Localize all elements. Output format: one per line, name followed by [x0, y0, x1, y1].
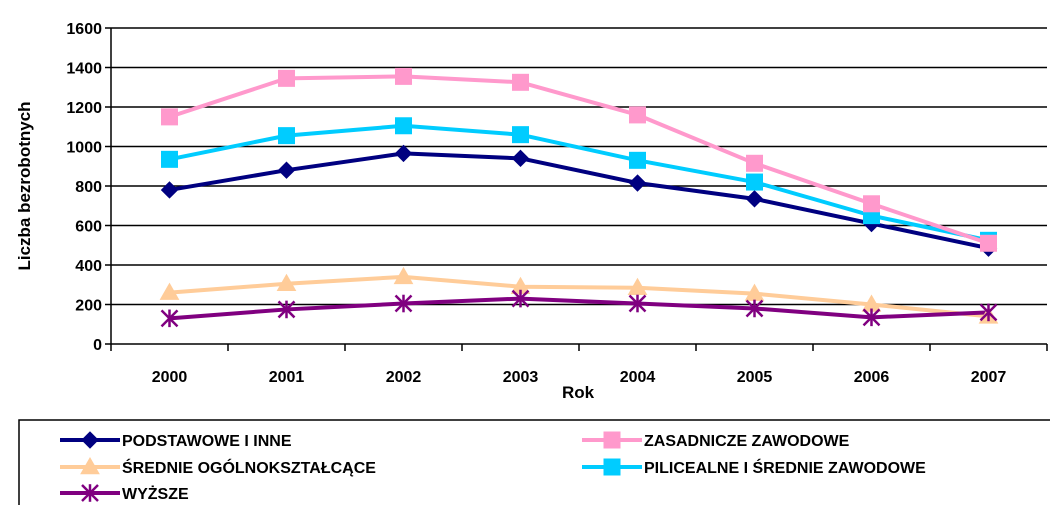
- data-point-1-3: [512, 73, 529, 91]
- data-point-1-0: [161, 108, 178, 126]
- data-point-0-0: [160, 181, 179, 199]
- x-tick-label-2001: 2001: [269, 369, 305, 386]
- data-point-2-0: [159, 282, 180, 300]
- data-point-2-2: [393, 266, 414, 285]
- y-tick-label: 0: [93, 337, 102, 354]
- legend-label: PODSTAWOWE I INNE: [122, 433, 292, 450]
- data-point-1-1: [278, 69, 295, 87]
- gridlines: [111, 27, 1047, 306]
- series-line-4: [169, 296, 989, 321]
- legend-label: ZASADNICZE ZAWODOWE: [644, 433, 850, 450]
- data-point-3-2: [395, 117, 412, 135]
- series-line-0: [169, 151, 989, 251]
- y-tick-labels: 0 200 400 600 800 1000 1200 1400 1600: [66, 21, 102, 354]
- series-line-1: [168, 74, 990, 246]
- y-tick-label: 400: [75, 258, 102, 275]
- x-tick-label-2002: 2002: [386, 369, 422, 386]
- series-line-3: [169, 123, 989, 243]
- x-tick-label-2000: 2000: [152, 369, 188, 386]
- data-point-3-3: [512, 126, 529, 144]
- x-tick-label-2003: 2003: [503, 369, 539, 386]
- legend-item-4: WYŻSZE: [60, 484, 189, 503]
- y-tick-label: 800: [75, 179, 102, 196]
- data-point-1-7: [980, 234, 997, 252]
- x-tick-label-2006: 2006: [854, 369, 890, 386]
- data-point-3-1: [278, 127, 295, 145]
- data-point-4-3: [511, 289, 530, 308]
- data-point-1-4: [629, 106, 646, 124]
- legend-item-3: PILICEALNE I ŚREDNIE ZAWODOWE: [582, 458, 926, 477]
- legend-box: [18, 419, 1050, 505]
- data-point-0-1: [277, 161, 296, 179]
- legend-swatch-marker: [81, 484, 99, 502]
- data-point-1-2: [395, 67, 412, 85]
- data-point-3-0: [161, 150, 178, 168]
- data-point-2-1: [276, 273, 297, 292]
- legend-swatch-marker: [80, 456, 100, 475]
- data-point-4-2: [394, 294, 413, 313]
- x-tick-label-2004: 2004: [620, 369, 656, 386]
- legend-label: ŚREDNIE OGÓLNOKSZTAŁCĄCE: [122, 458, 376, 477]
- x-tick-labels: 2000 2001 2002 2003 2004 2005 2006 2007: [152, 369, 1007, 386]
- data-point-1-5: [746, 154, 763, 172]
- legend-swatch-marker: [81, 431, 99, 449]
- series-lines: [159, 67, 999, 328]
- data-point-4-7: [979, 303, 998, 322]
- y-tick-label: 200: [75, 298, 102, 315]
- y-tick-label: 600: [75, 219, 102, 236]
- legend-label: WYŻSZE: [122, 485, 189, 503]
- data-point-1-6: [863, 195, 880, 213]
- data-point-4-4: [628, 294, 647, 313]
- y-axis-title: Liczba bezrobotnych: [15, 101, 34, 270]
- data-point-4-0: [160, 309, 179, 328]
- y-tick-label: 1000: [66, 140, 102, 157]
- data-point-3-4: [629, 151, 646, 169]
- axes: [105, 27, 1048, 351]
- legend: PODSTAWOWE I INNE ZASADNICZE ZAWODOWE ŚRED…: [18, 419, 1050, 505]
- x-tick-label-2005: 2005: [737, 369, 773, 386]
- legend-swatch-marker: [603, 458, 621, 476]
- data-point-0-2: [394, 144, 413, 163]
- data-point-2-4: [627, 277, 648, 295]
- legend-item-1: ZASADNICZE ZAWODOWE: [582, 431, 850, 450]
- data-point-4-6: [862, 308, 881, 327]
- legend-swatch-marker: [603, 431, 621, 449]
- data-point-0-4: [628, 174, 647, 192]
- x-axis-title: Rok: [562, 383, 595, 402]
- legend-item-2: ŚREDNIE OGÓLNOKSZTAŁCĄCE: [60, 456, 376, 477]
- y-tick-label: 1400: [66, 61, 102, 78]
- y-tick-label: 1200: [66, 100, 102, 117]
- data-point-3-5: [746, 173, 763, 191]
- data-point-4-5: [745, 299, 764, 318]
- x-tick-label-2007: 2007: [971, 369, 1007, 386]
- data-point-4-1: [277, 300, 296, 319]
- series-line-2: [169, 274, 989, 319]
- data-point-0-5: [745, 190, 764, 208]
- legend-item-0: PODSTAWOWE I INNE: [60, 431, 292, 450]
- legend-label: PILICEALNE I ŚREDNIE ZAWODOWE: [644, 458, 926, 477]
- y-tick-label: 1600: [66, 21, 102, 38]
- data-point-0-3: [511, 149, 530, 168]
